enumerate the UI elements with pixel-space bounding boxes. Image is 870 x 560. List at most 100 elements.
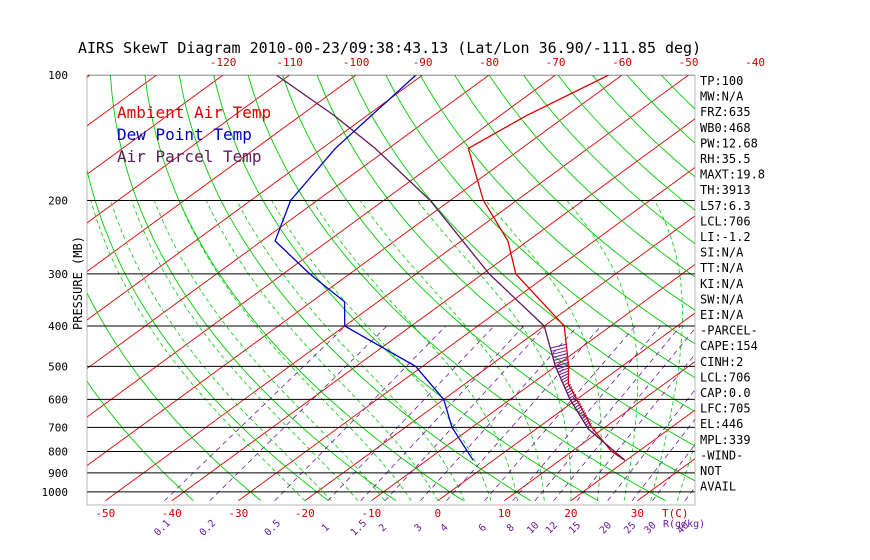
mixing-ratio-line [209,325,388,502]
index-label: L57:6.3 [700,199,751,213]
mixing-ratio-line [384,325,547,502]
mixing-ratio-line [607,389,695,501]
moist-adiabat-line [205,200,439,501]
moist-adiabat-line [566,200,639,501]
mixing-ratio-label: 30 [642,520,658,536]
cape-hatch [558,370,569,376]
top-temp-tick-label: -100 [343,56,370,69]
moist-adiabat-line [650,200,683,501]
index-label: MW:N/A [700,90,744,104]
mixing-ratio-label: 2 [377,522,389,534]
bottom-temp-tick-label: -50 [95,507,115,520]
index-label: PW:12.68 [700,136,758,150]
moist-adiabat-line [485,200,602,501]
mixing-ratio-label: 8 [505,522,517,534]
mixing-ratio-label: 15 [567,520,583,536]
isotherm-line [238,166,695,502]
bottom-temp-tick-label: -20 [295,507,315,520]
cape-hatch [557,367,569,373]
index-label: EI:N/A [700,308,744,322]
pressure-tick-label: 600 [48,393,68,406]
index-label: CINH:2 [700,355,743,369]
isotherm-line [87,75,357,272]
index-label: -PARCEL- [700,324,758,338]
cape-hatch [564,383,572,389]
mixing-ratio-label: 3 [413,522,425,534]
y-axis-label: PRESSURE (MB) [71,236,85,330]
cape-hatch [577,407,584,413]
dry-adiabat-line [350,75,695,413]
cape-hatch [551,349,568,355]
index-label: KI:N/A [700,277,744,291]
isotherm-line [371,263,695,502]
index-label: SI:N/A [700,246,744,260]
top-temp-tick-label: -80 [479,56,499,69]
moist-adiabat-line [271,200,492,501]
cape-hatch [581,414,588,420]
plot-frame [86,74,696,506]
isotherm-line [87,75,490,370]
cape-hatch [551,346,568,352]
mixing-ratio-line [553,327,695,501]
moist-adiabat-line [178,200,412,501]
cape-hatch [552,353,568,358]
index-label: MAXT:19.8 [700,168,765,182]
mixing-ratio-label: 10 [525,520,541,536]
index-label: CAPE:154 [700,339,758,353]
mixing-ratio-line [327,325,495,502]
dry-adiabat-line [454,75,695,311]
cape-hatch [556,364,569,370]
isotherm-line [87,75,224,175]
index-label: RH:35.5 [700,152,751,166]
cape-hatch [580,412,587,418]
chart-title: AIRS SkewT Diagram 2010-00-23/09:38:43.1… [78,39,701,57]
cape-hatch [550,343,567,349]
legend-entry: Dew Point Temp [117,125,252,144]
moist-adiabat-line [416,200,572,501]
isotherm-line [770,75,870,501]
dry-adiabat-line [213,75,599,502]
temp-unit-label: T(C) [662,507,689,520]
isotherm-line [105,75,689,502]
cape-hatch [584,418,590,424]
index-label: FRZ:635 [700,105,751,119]
mixing-ratio-label: 4 [439,522,451,534]
moist-adiabat-line [110,200,332,501]
moist-adiabat-line [311,200,518,501]
legend-entry: Ambient Air Temp [117,103,271,122]
mixing-ratio-label: 25 [622,520,638,536]
isotherm-line [504,361,695,502]
index-label: MPL:339 [700,433,751,447]
mixing-ratio-line [512,325,661,501]
pressure-tick-label: 100 [48,69,68,82]
index-label: TP:100 [700,74,743,88]
bottom-temp-tick-label: 10 [498,507,511,520]
pressure-tick-label: 200 [48,194,68,207]
dewpoint-temp-line [274,75,474,461]
dry-adiabat-line [144,75,464,502]
index-label: LFC:705 [700,402,751,416]
isotherm-line [437,312,695,502]
cape-hatch [561,375,569,381]
mixing-ratio-line [652,443,695,501]
isotherm-line [171,118,695,502]
bottom-temp-tick-label: -30 [228,507,248,520]
dry-adiabat-line [660,75,695,110]
cape-hatch [585,420,591,426]
dry-adiabat-line [419,75,695,345]
cape-hatch [576,405,583,411]
cape-hatch [565,386,573,392]
dry-adiabat-line [87,168,329,502]
mixing-ratio-line [446,325,602,501]
index-label: WB0:468 [700,121,751,135]
dry-adiabat-line [178,75,532,502]
bottom-temp-tick-label: -40 [162,507,182,520]
top-temp-tick-label: -40 [745,56,765,69]
mixing-ratio-label: 12 [544,520,560,536]
dry-adiabat-line [488,75,695,278]
dry-adiabat-line [764,75,870,501]
dry-adiabat-line [247,75,666,502]
bottom-temp-tick-label: -10 [361,507,381,520]
bottom-temp-tick-label: 30 [631,507,644,520]
pressure-tick-label: 800 [48,445,68,458]
